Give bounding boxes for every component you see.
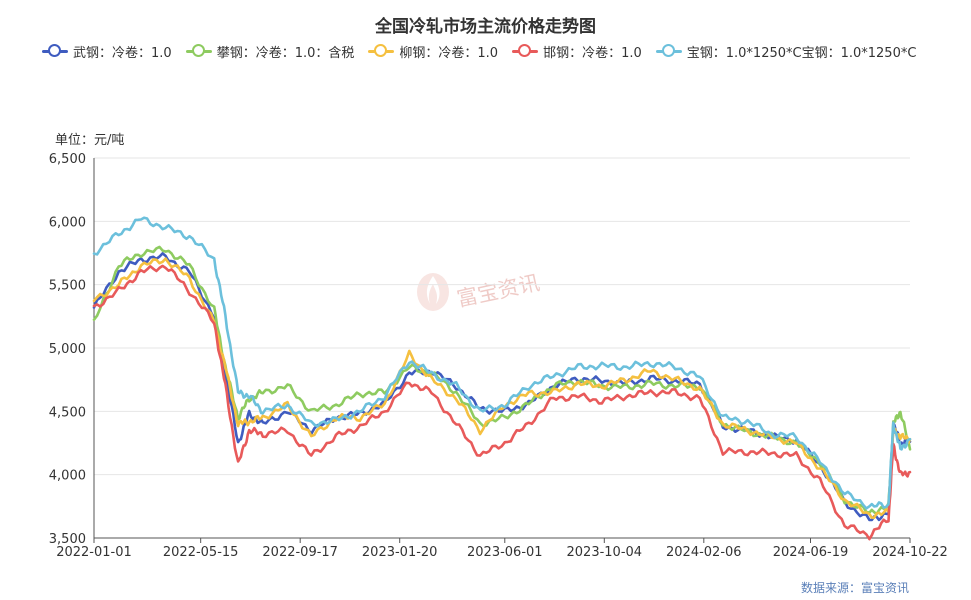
y-tick-label: 6,000 <box>49 215 86 230</box>
legend: 武钢：冷卷：1.0 攀钢：冷卷：1.0：含税 柳钢：冷卷：1.0 邯钢：冷卷：1.0 宝… <box>42 41 930 61</box>
x-tick-label: 2022-09-17 <box>262 545 338 560</box>
y-axis-unit-label: 单位：元/吨 <box>55 133 125 148</box>
series-line-3 <box>92 264 912 541</box>
series-line-0 <box>92 252 912 522</box>
flame-logo-icon <box>417 273 449 311</box>
y-tick-label: 3,500 <box>49 532 86 547</box>
x-tick-label: 2022-05-15 <box>163 545 239 560</box>
x-tick-label: 2023-10-04 <box>567 545 643 560</box>
x-tick-label: 2024-06-19 <box>773 545 849 560</box>
watermark: 富宝资讯 <box>416 268 542 312</box>
x-tick-label: 2024-10-22 <box>872 545 948 560</box>
legend-item-3[interactable]: 邯钢：冷卷：1.0 <box>512 41 642 61</box>
legend-item-4[interactable]: 宝钢：1.0*1250*C宝钢：1.0*1250*C <box>655 41 917 61</box>
legend-label: 邯钢：冷卷：1.0 <box>543 45 642 61</box>
legend-item-1[interactable]: 攀钢：冷卷：1.0：含税 <box>185 41 355 61</box>
chart-title: 全国冷轧市场主流价格走势图 <box>375 17 596 37</box>
series-line-4 <box>92 216 912 510</box>
y-tick-label: 5,500 <box>49 279 86 294</box>
y-tick-label: 6,500 <box>49 152 86 167</box>
x-tick-label: 2023-06-01 <box>467 545 543 560</box>
x-tick-label: 2023-01-20 <box>362 545 438 560</box>
x-tick-label: 2022-01-01 <box>56 545 132 560</box>
legend-swatch-icon <box>185 44 212 58</box>
y-tick-label: 4,000 <box>49 469 86 484</box>
legend-swatch-icon <box>368 44 395 58</box>
source-label: 数据来源：富宝资讯 <box>800 581 909 595</box>
legend-label: 柳钢：冷卷：1.0 <box>399 45 499 61</box>
x-tick-label: 2024-02-06 <box>666 545 742 560</box>
series-line-1 <box>92 245 912 516</box>
series-line-2 <box>92 257 912 520</box>
y-tick-label: 5,000 <box>49 342 86 357</box>
legend-label: 攀钢：冷卷：1.0：含税 <box>216 45 355 61</box>
legend-swatch-icon <box>655 44 682 58</box>
legend-swatch-icon <box>42 44 68 58</box>
legend-label: 宝钢：1.0*1250*C宝钢：1.0*1250*C <box>686 45 917 61</box>
legend-item-0[interactable]: 武钢：冷卷：1.0 <box>42 41 172 61</box>
y-tick-label: 4,500 <box>49 405 86 420</box>
legend-item-2[interactable]: 柳钢：冷卷：1.0 <box>368 41 498 61</box>
legend-swatch-icon <box>512 44 539 58</box>
legend-label: 武钢：冷卷：1.0 <box>73 45 172 61</box>
